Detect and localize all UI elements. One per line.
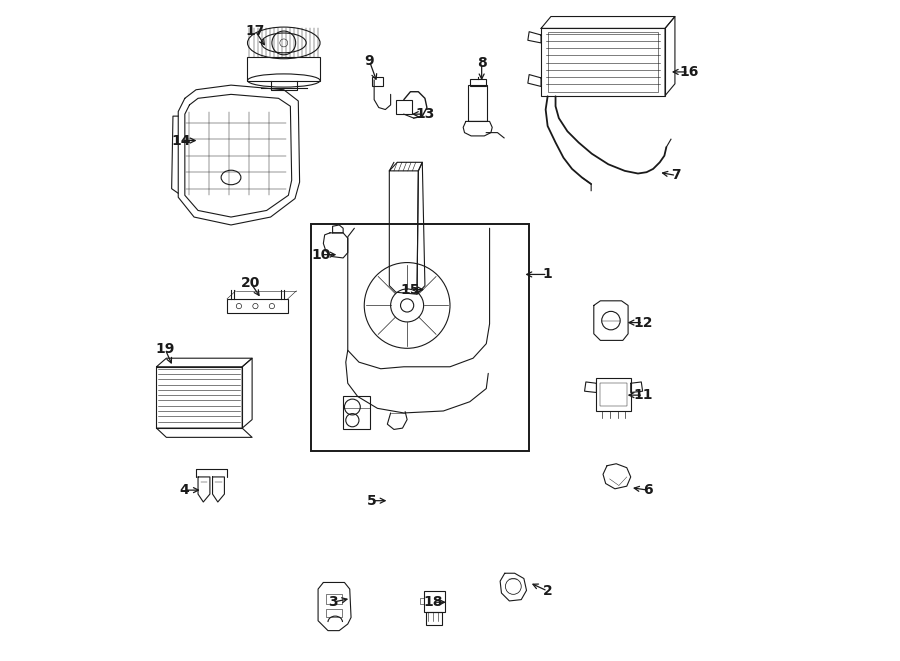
- Text: 3: 3: [328, 596, 338, 609]
- Text: 13: 13: [415, 107, 435, 121]
- Text: 20: 20: [241, 276, 260, 290]
- Bar: [547, 32, 659, 93]
- Bar: [600, 383, 626, 406]
- Text: 11: 11: [634, 388, 653, 402]
- Text: 6: 6: [644, 483, 652, 497]
- Bar: [597, 378, 631, 411]
- Text: 12: 12: [634, 315, 653, 330]
- Text: 1: 1: [543, 268, 553, 282]
- Bar: [424, 591, 445, 612]
- Bar: [541, 28, 665, 96]
- Text: 18: 18: [424, 596, 444, 609]
- Text: 17: 17: [246, 24, 266, 38]
- Bar: [470, 79, 486, 87]
- Bar: [311, 223, 529, 451]
- Text: 19: 19: [156, 342, 175, 356]
- Bar: [469, 85, 487, 122]
- Bar: [427, 612, 442, 625]
- Text: 7: 7: [671, 169, 681, 182]
- Text: 14: 14: [171, 134, 191, 147]
- Text: 10: 10: [311, 248, 331, 262]
- Text: 16: 16: [680, 65, 698, 79]
- Bar: [372, 77, 383, 87]
- Bar: [396, 100, 411, 114]
- Text: 9: 9: [364, 54, 374, 68]
- Text: 15: 15: [400, 283, 420, 297]
- Text: 5: 5: [367, 494, 377, 508]
- Text: 8: 8: [477, 56, 487, 70]
- Text: 2: 2: [543, 584, 553, 598]
- Bar: [227, 299, 288, 313]
- Bar: [343, 397, 370, 430]
- Bar: [326, 594, 343, 604]
- Text: 4: 4: [179, 483, 189, 497]
- Bar: [248, 58, 320, 81]
- Bar: [326, 609, 343, 617]
